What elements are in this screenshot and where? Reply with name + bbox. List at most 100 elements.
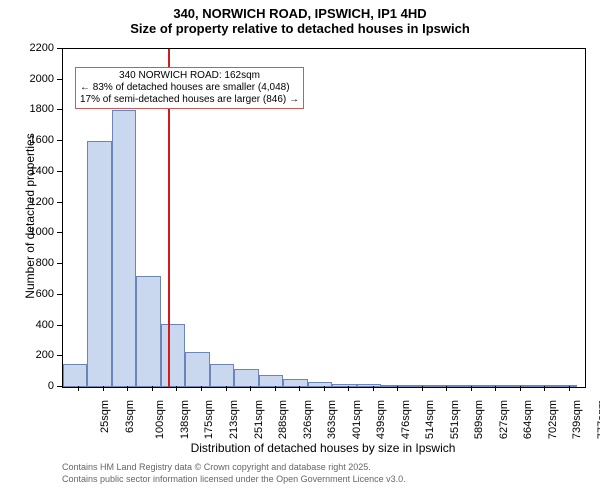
histogram-bar: [283, 379, 307, 387]
x-tick-mark: [520, 386, 521, 391]
annotation-line: ← 83% of detached houses are smaller (4,…: [80, 82, 299, 94]
x-tick-mark: [250, 386, 251, 391]
x-tick-mark: [299, 386, 300, 391]
footer-line-1: Contains HM Land Registry data © Crown c…: [62, 462, 371, 472]
x-tick-label: 138sqm: [179, 400, 191, 439]
histogram-bar: [479, 385, 503, 387]
y-tick-label: 0: [0, 380, 54, 392]
x-tick-label: 664sqm: [522, 400, 534, 439]
y-axis-label: Number of detached properties: [23, 126, 37, 306]
x-tick-label: 401sqm: [351, 400, 363, 439]
x-tick-label: 25sqm: [99, 400, 111, 433]
histogram-bar: [161, 324, 185, 387]
histogram-chart: 340, NORWICH ROAD, IPSWICH, IP1 4HD Size…: [0, 0, 600, 500]
x-tick-mark: [127, 386, 128, 391]
histogram-bar: [455, 385, 479, 387]
histogram-bar: [185, 352, 209, 387]
x-tick-mark: [544, 386, 545, 391]
chart-title-1: 340, NORWICH ROAD, IPSWICH, IP1 4HD: [0, 0, 600, 21]
annotation-line: 340 NORWICH ROAD: 162sqm: [80, 70, 299, 82]
x-tick-label: 476sqm: [400, 400, 412, 439]
y-tick-mark: [57, 79, 62, 80]
histogram-bar: [552, 385, 576, 387]
y-tick-mark: [57, 325, 62, 326]
x-tick-label: 213sqm: [228, 400, 240, 439]
histogram-bar: [112, 110, 136, 387]
y-tick-mark: [57, 355, 62, 356]
y-tick-mark: [57, 294, 62, 295]
x-tick-label: 439sqm: [376, 400, 388, 439]
histogram-bar: [406, 385, 430, 387]
histogram-bar: [528, 385, 552, 387]
histogram-bar: [63, 364, 87, 387]
y-tick-label: 400: [0, 319, 54, 331]
y-tick-label: 800: [0, 257, 54, 269]
x-tick-mark: [569, 386, 570, 391]
x-tick-mark: [471, 386, 472, 391]
x-tick-mark: [152, 386, 153, 391]
histogram-bar: [503, 385, 527, 387]
x-tick-label: 288sqm: [277, 400, 289, 439]
y-tick-mark: [57, 48, 62, 49]
x-tick-mark: [348, 386, 349, 391]
y-tick-label: 1200: [0, 196, 54, 208]
x-tick-label: 251sqm: [253, 400, 265, 439]
y-tick-label: 2000: [0, 73, 54, 85]
plot-area: 340 NORWICH ROAD: 162sqm← 83% of detache…: [62, 48, 586, 388]
x-tick-mark: [446, 386, 447, 391]
y-tick-mark: [57, 171, 62, 172]
x-tick-mark: [495, 386, 496, 391]
histogram-bar: [210, 364, 234, 387]
x-tick-mark: [422, 386, 423, 391]
y-tick-label: 2200: [0, 42, 54, 54]
x-tick-label: 63sqm: [124, 400, 136, 433]
x-tick-label: 589sqm: [473, 400, 485, 439]
y-tick-mark: [57, 140, 62, 141]
annotation-box: 340 NORWICH ROAD: 162sqm← 83% of detache…: [75, 67, 304, 109]
y-tick-label: 1800: [0, 103, 54, 115]
x-tick-mark: [201, 386, 202, 391]
footer-line-2: Contains public sector information licen…: [62, 474, 406, 484]
x-tick-label: 326sqm: [302, 400, 314, 439]
histogram-bar: [357, 384, 381, 387]
x-tick-label: 175sqm: [203, 400, 215, 439]
x-tick-mark: [226, 386, 227, 391]
x-tick-mark: [176, 386, 177, 391]
x-tick-mark: [324, 386, 325, 391]
histogram-bar: [87, 141, 111, 387]
x-axis-label: Distribution of detached houses by size …: [62, 441, 584, 455]
x-tick-label: 739sqm: [571, 400, 583, 439]
y-tick-mark: [57, 202, 62, 203]
y-tick-mark: [57, 386, 62, 387]
y-tick-mark: [57, 232, 62, 233]
chart-title-2: Size of property relative to detached ho…: [0, 21, 600, 36]
histogram-bar: [332, 384, 356, 387]
y-tick-label: 1000: [0, 226, 54, 238]
y-tick-label: 1600: [0, 134, 54, 146]
x-tick-mark: [103, 386, 104, 391]
x-tick-mark: [397, 386, 398, 391]
x-tick-mark: [275, 386, 276, 391]
histogram-bar: [308, 382, 332, 387]
x-tick-label: 777sqm: [596, 400, 600, 439]
x-tick-label: 627sqm: [498, 400, 510, 439]
annotation-line: 17% of semi-detached houses are larger (…: [80, 94, 299, 106]
histogram-bar: [234, 369, 258, 387]
x-tick-mark: [373, 386, 374, 391]
y-tick-label: 200: [0, 349, 54, 361]
y-tick-mark: [57, 109, 62, 110]
x-tick-label: 363sqm: [326, 400, 338, 439]
y-tick-label: 600: [0, 288, 54, 300]
x-tick-label: 514sqm: [425, 400, 437, 439]
y-tick-mark: [57, 263, 62, 264]
title-text-2: Size of property relative to detached ho…: [130, 21, 470, 36]
y-tick-label: 1400: [0, 165, 54, 177]
histogram-bar: [430, 385, 454, 387]
title-text-1: 340, NORWICH ROAD, IPSWICH, IP1 4HD: [173, 6, 426, 21]
x-tick-label: 551sqm: [449, 400, 461, 439]
x-tick-label: 702sqm: [547, 400, 559, 439]
histogram-bar: [381, 385, 405, 387]
x-tick-mark: [78, 386, 79, 391]
x-tick-label: 100sqm: [154, 400, 166, 439]
histogram-bar: [136, 276, 160, 387]
